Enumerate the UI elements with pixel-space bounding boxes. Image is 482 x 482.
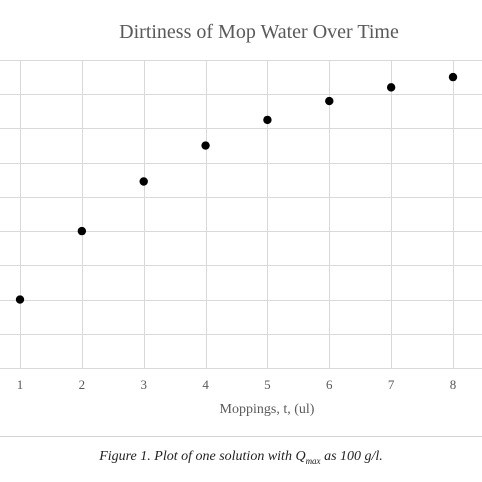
x-tick-label: 2	[79, 377, 86, 392]
caption-prefix: Figure 1. Plot of one solution with Q	[99, 449, 306, 464]
x-axis-label: Moppings, t, (ul)	[220, 402, 315, 417]
x-tick-labels: 1 2 3 4 5 6 7 8	[17, 377, 457, 392]
x-tick-label: 8	[450, 377, 457, 392]
data-point	[77, 226, 87, 236]
x-tick-label: 7	[388, 377, 395, 392]
data-point	[448, 72, 458, 82]
data-point	[386, 83, 396, 92]
caption-suffix: as 100 g/l.	[320, 449, 383, 464]
figure-caption: Figure 1. Plot of one solution with Qmax…	[0, 449, 482, 466]
data-point	[15, 295, 25, 304]
data-point	[325, 96, 334, 106]
x-tick-label: 3	[140, 377, 147, 392]
x-tick-label: 6	[326, 377, 333, 392]
data-point	[139, 177, 148, 186]
grid	[0, 60, 482, 369]
x-tick-label: 5	[264, 377, 271, 392]
x-tick-label: 1	[17, 377, 24, 392]
chart-title: Dirtiness of Mop Water Over Time	[119, 21, 399, 43]
x-tick-label: 4	[202, 377, 209, 392]
data-point	[263, 115, 272, 125]
caption-subscript: max	[305, 455, 321, 466]
caption-divider	[0, 436, 482, 437]
data-points	[15, 72, 458, 304]
data-point	[201, 141, 210, 150]
